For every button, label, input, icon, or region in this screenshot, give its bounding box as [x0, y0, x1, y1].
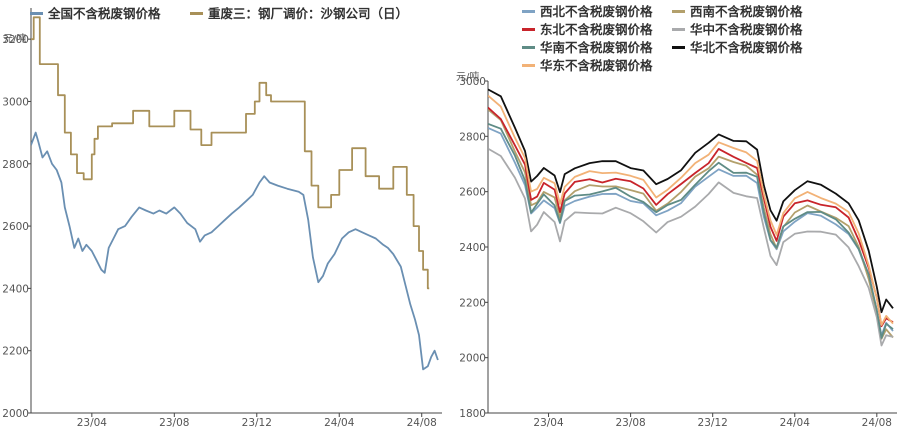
- x-tick-label: 24/08: [862, 417, 892, 428]
- series-line-right-3: [488, 147, 894, 347]
- y-tick-label: 2600: [2, 221, 29, 233]
- y-tick-label: 2000: [459, 353, 486, 365]
- series-line-left-1: [31, 16, 430, 290]
- y-tick-label: 2200: [2, 346, 29, 358]
- y-tick-label: 2400: [459, 242, 486, 254]
- legend-swatch: [190, 12, 203, 15]
- x-tick-label: 23/08: [159, 417, 189, 428]
- y-tick-label: 2800: [459, 131, 486, 143]
- series-line-right-5: [488, 88, 894, 314]
- x-tick-label: 24/04: [324, 417, 355, 428]
- series-line-right-2: [488, 106, 894, 328]
- x-tick-label: 23/12: [698, 417, 728, 428]
- y-tick-label: 3200: [2, 34, 29, 46]
- series-line-right-6: [488, 94, 894, 326]
- y-unit-label: 元/吨: [3, 32, 26, 45]
- series-line-right-1: [488, 108, 894, 340]
- legend-label: 全国不含税废钢价格: [47, 6, 161, 21]
- series-line-right-4: [488, 122, 894, 339]
- x-tick-label: 23/04: [77, 417, 108, 428]
- x-tick-label: 24/04: [780, 417, 811, 428]
- plot-area: [31, 16, 439, 371]
- x-tick-label: 24/08: [407, 417, 437, 428]
- legend-label: 华北不含税废钢价格: [690, 40, 803, 55]
- y-tick-label: 1800: [459, 408, 486, 420]
- legend-swatch: [522, 46, 535, 49]
- legend-swatch: [522, 28, 535, 31]
- y-tick-label: 3000: [459, 76, 486, 88]
- legend-label: 东北不含税废钢价格: [540, 22, 653, 37]
- y-tick-label: 2400: [2, 283, 29, 295]
- y-unit-label: 元/吨: [456, 70, 479, 83]
- legend-swatch: [672, 10, 685, 13]
- legend-label: 重废三：钢厂调价：沙钢公司（日）: [208, 6, 408, 21]
- legend-label: 华南不含税废钢价格: [540, 40, 653, 55]
- legend-swatch: [522, 10, 535, 13]
- y-tick-label: 3000: [2, 96, 29, 108]
- y-tick-label: 2200: [459, 297, 486, 309]
- x-tick-label: 23/08: [615, 417, 645, 428]
- left-chart: 2000 2200 2400 2600 2800 3000 3200 23/04 23/08 23…: [2, 6, 442, 429]
- legend-label: 华东不含税废钢价格: [540, 58, 653, 73]
- legend-label: 西北不含税废钢价格: [540, 4, 653, 19]
- series-line-right-0: [488, 127, 894, 337]
- legend-label: 华中不含税废钢价格: [690, 22, 803, 37]
- legend-swatch: [672, 46, 685, 49]
- y-tick-label: 2000: [2, 408, 29, 420]
- x-tick-label: 23/04: [533, 417, 564, 428]
- legend-label: 西南不含税废钢价格: [690, 4, 803, 19]
- legend-swatch: [30, 12, 43, 15]
- legend-swatch: [672, 28, 685, 31]
- series-line-left-0: [31, 131, 439, 371]
- right-chart: 1800 2000 2200 2400 2600 2800 3000 23/04 23/08 23…: [456, 4, 897, 429]
- x-tick-label: 23/12: [242, 417, 272, 428]
- legend-swatch: [522, 64, 535, 67]
- y-tick-label: 2600: [459, 187, 486, 199]
- plot-area: [488, 88, 894, 347]
- y-tick-label: 2800: [2, 159, 29, 171]
